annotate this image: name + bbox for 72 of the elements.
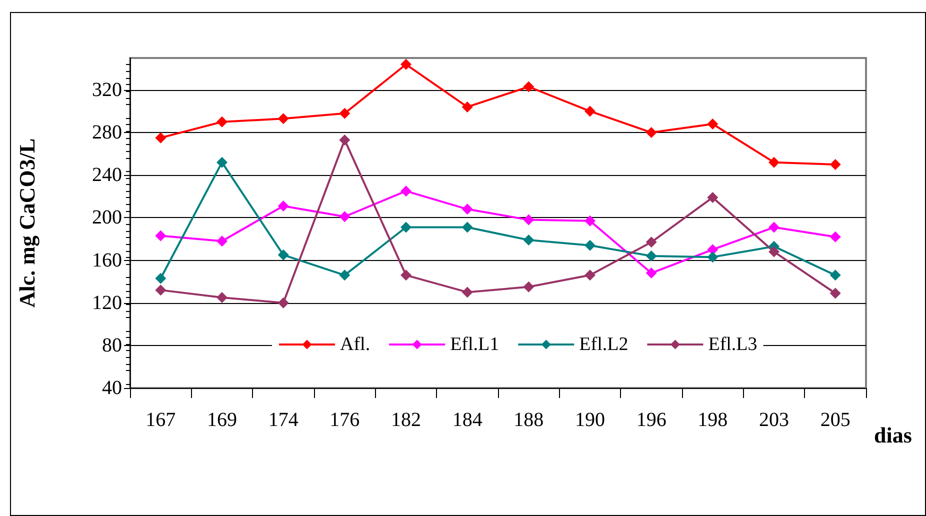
point <box>646 250 657 262</box>
point <box>523 234 534 246</box>
point <box>400 222 412 233</box>
legend-label: Afl. <box>340 334 370 355</box>
x-tick-label: 184 <box>452 409 482 431</box>
point <box>523 281 534 292</box>
x-tick-label: 167 <box>146 409 176 431</box>
legend-label: Efl.L3 <box>708 334 758 355</box>
x-tick-label: 176 <box>330 409 360 431</box>
y-tick-label: 40 <box>102 377 122 399</box>
y-axis-title: Alc. mg CaCO3/L <box>14 138 40 308</box>
point <box>155 132 166 144</box>
legend-label: Efl.L2 <box>579 334 628 355</box>
point <box>155 284 166 296</box>
point <box>707 192 718 203</box>
point <box>278 113 289 124</box>
x-tick-label: 205 <box>820 409 850 431</box>
point <box>707 252 718 263</box>
point <box>768 222 780 233</box>
point <box>216 236 228 247</box>
point <box>707 118 718 130</box>
point <box>584 240 596 251</box>
point <box>830 231 841 242</box>
point <box>339 134 350 146</box>
x-tick-label: 174 <box>268 409 298 431</box>
point <box>768 156 780 168</box>
y-tick-label: 80 <box>102 334 122 356</box>
point <box>278 200 289 212</box>
point <box>830 288 841 299</box>
point <box>523 214 534 226</box>
point <box>339 211 350 222</box>
point <box>278 297 289 308</box>
point <box>646 268 657 279</box>
point <box>584 270 596 281</box>
x-tick-label: 188 <box>514 409 544 431</box>
x-tick-label: 196 <box>636 409 666 431</box>
point <box>155 230 166 242</box>
x-tick-label: 182 <box>391 409 421 431</box>
point <box>339 270 350 281</box>
point <box>278 249 289 260</box>
point <box>339 108 350 119</box>
point <box>216 292 228 304</box>
point <box>768 246 780 258</box>
point <box>584 106 596 117</box>
y-tick-label: 120 <box>92 292 122 314</box>
point <box>584 215 596 226</box>
point <box>523 81 534 92</box>
point <box>400 58 412 70</box>
y-tick-label: 240 <box>92 164 122 186</box>
point <box>155 272 166 284</box>
x-tick-label: 203 <box>759 409 789 431</box>
x-axis-title: dias <box>874 422 912 448</box>
y-tick-label: 320 <box>92 78 122 101</box>
point <box>646 127 657 138</box>
point <box>646 236 657 248</box>
y-tick-label: 200 <box>92 206 122 229</box>
point <box>830 270 841 281</box>
point <box>462 222 473 233</box>
point <box>216 116 228 128</box>
point <box>462 286 473 298</box>
point <box>216 156 228 168</box>
x-tick-label: 190 <box>575 409 605 431</box>
legend-label: Efl.L1 <box>450 334 500 355</box>
x-tick-label: 169 <box>207 409 237 431</box>
y-tick-label: 160 <box>92 249 122 272</box>
x-tick-label: 198 <box>698 409 728 431</box>
point <box>830 158 841 170</box>
point <box>400 186 412 197</box>
point <box>400 270 412 281</box>
point <box>462 204 473 215</box>
point <box>462 101 473 112</box>
y-tick-label: 280 <box>92 122 122 144</box>
